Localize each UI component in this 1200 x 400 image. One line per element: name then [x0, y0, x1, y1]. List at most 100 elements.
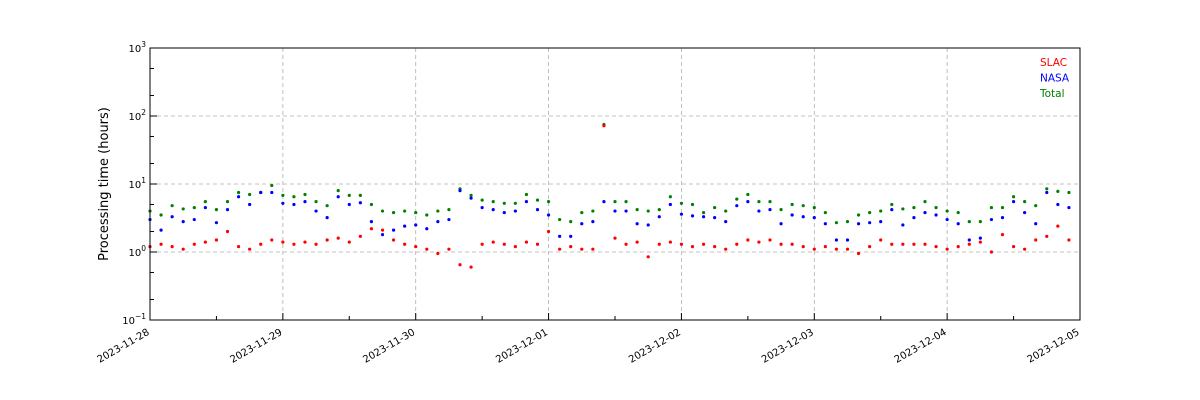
slac-point — [391, 238, 396, 242]
nasa-point — [701, 215, 706, 219]
nasa-point — [259, 190, 263, 195]
slac-point — [403, 242, 407, 246]
nasa-point — [469, 196, 473, 200]
slac-point — [879, 238, 883, 242]
nasa-point — [845, 238, 850, 242]
nasa-point — [480, 205, 484, 210]
slac-point — [901, 242, 905, 246]
series-slac — [148, 124, 1071, 269]
nasa-point — [569, 234, 573, 238]
slac-point — [558, 247, 562, 251]
series-total — [148, 122, 1071, 225]
nasa-point — [890, 208, 894, 212]
slac-point — [868, 245, 872, 249]
slac-point — [1067, 238, 1071, 242]
total-point — [270, 183, 274, 188]
slac-point — [292, 242, 296, 246]
nasa-point — [779, 222, 783, 226]
total-point — [1067, 190, 1071, 195]
total-point — [1034, 204, 1038, 208]
slac-point — [945, 247, 949, 251]
y-axis-title: Processing time (hours) — [97, 107, 112, 261]
slac-point — [668, 240, 672, 244]
legend-entry-slac: SLAC — [1040, 57, 1067, 69]
slac-point — [779, 242, 783, 246]
nasa-point — [934, 213, 938, 217]
total-point — [690, 202, 695, 207]
nasa-point — [967, 238, 971, 242]
nasa-point — [768, 208, 772, 212]
total-point — [336, 188, 340, 193]
total-point — [956, 210, 960, 215]
nasa-point — [303, 200, 307, 204]
nasa-point — [403, 224, 407, 228]
slac-point — [181, 247, 185, 251]
total-point — [580, 210, 584, 215]
total-point — [779, 208, 783, 212]
slac-point — [270, 238, 274, 242]
nasa-point — [812, 216, 816, 220]
total-point — [868, 210, 872, 215]
x-tick-label: 2023-12-03 — [760, 327, 816, 366]
nasa-point — [923, 210, 927, 215]
slac-point — [602, 124, 606, 128]
slac-point — [856, 251, 861, 256]
nasa-point — [591, 219, 595, 224]
slac-point — [834, 247, 839, 251]
slac-point — [546, 229, 551, 234]
slac-point — [325, 238, 329, 242]
slac-point — [425, 247, 429, 251]
slac-point — [1023, 247, 1027, 251]
slac-point — [790, 242, 794, 246]
slac-point — [746, 238, 750, 242]
total-point — [203, 200, 207, 204]
total-point — [403, 209, 407, 213]
total-point — [624, 200, 628, 204]
nasa-point — [1011, 200, 1016, 204]
total-point — [1045, 187, 1049, 191]
total-point — [591, 209, 595, 213]
x-tick-label: 2023-11-29 — [229, 327, 285, 366]
nasa-point — [325, 216, 329, 220]
slac-point — [701, 242, 706, 246]
slac-point — [214, 238, 219, 242]
total-point — [879, 209, 883, 213]
slac-point — [303, 240, 307, 244]
total-point — [724, 209, 728, 213]
slac-point — [203, 240, 207, 244]
nasa-point — [192, 217, 196, 222]
total-point — [558, 217, 562, 222]
slac-point — [236, 245, 241, 249]
nasa-point — [834, 238, 839, 242]
total-point — [1000, 205, 1005, 210]
nasa-point — [624, 209, 628, 213]
total-point — [613, 200, 617, 204]
nasa-point — [879, 219, 883, 224]
total-point — [735, 197, 739, 201]
total-point — [502, 201, 506, 205]
nasa-point — [391, 228, 396, 232]
total-point — [391, 210, 396, 215]
nasa-point — [425, 227, 429, 231]
slac-point — [978, 240, 982, 244]
slac-point — [524, 240, 529, 244]
slac-point — [347, 240, 351, 244]
slac-point — [690, 245, 695, 249]
data-points — [148, 122, 1071, 269]
slac-point — [713, 245, 717, 249]
x-tick-label: 2023-12-01 — [494, 327, 550, 366]
slac-point — [845, 247, 850, 251]
nasa-point — [170, 215, 174, 219]
total-point — [236, 190, 241, 195]
slac-point — [757, 240, 761, 244]
total-point — [159, 213, 163, 217]
total-point — [491, 200, 495, 204]
slac-point — [801, 245, 805, 249]
slac-point — [513, 245, 517, 249]
slac-point — [1000, 233, 1005, 237]
nasa-point — [1067, 205, 1071, 210]
slac-point — [724, 247, 728, 251]
nasa-point — [945, 217, 949, 222]
nasa-point — [868, 221, 872, 225]
nasa-point — [989, 217, 994, 222]
